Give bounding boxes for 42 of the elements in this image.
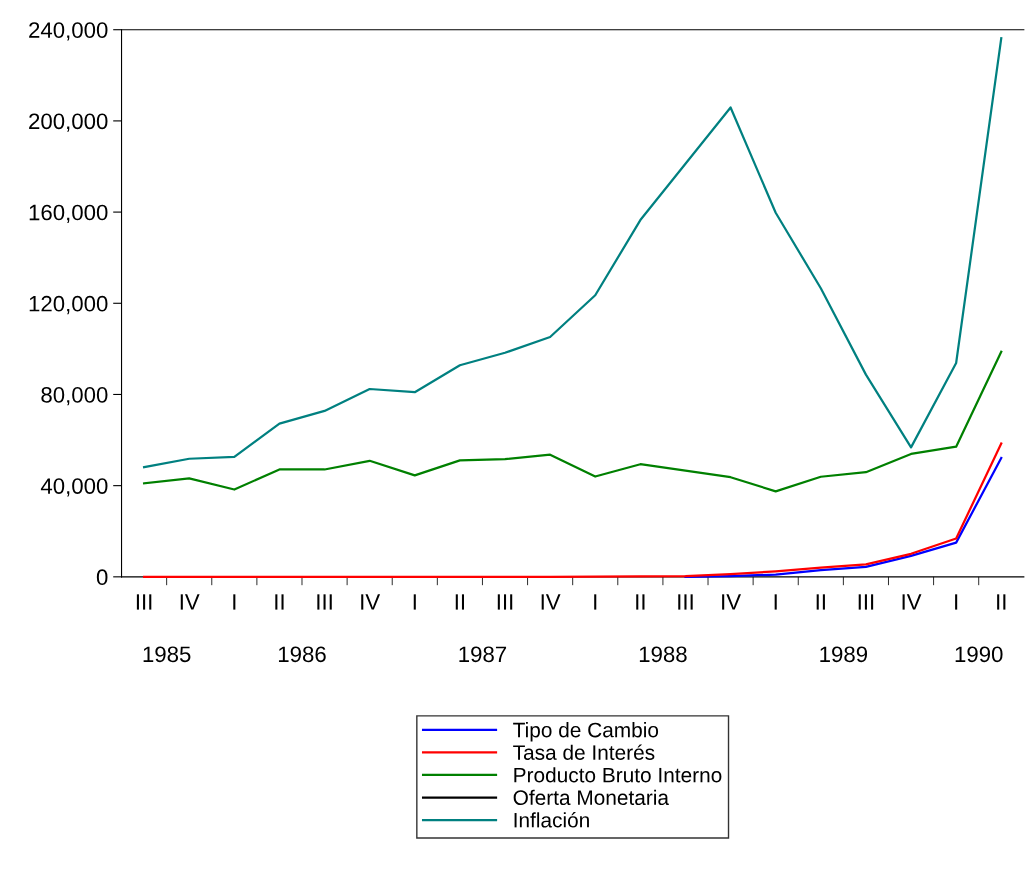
x-tick-label: II (455, 594, 465, 610)
y-tick-label: 200,000 (29, 113, 108, 132)
x-tick-label: III (858, 594, 874, 610)
y-tick-label: 160,000 (29, 204, 108, 223)
legend-label: Producto Bruto Interno (514, 767, 722, 783)
y-tick-label: 40,000 (40, 478, 108, 497)
x-tick-label: III (136, 594, 152, 610)
line-series (142, 350, 1003, 493)
y-tick-label: 80,000 (41, 387, 108, 406)
x-tick-label: I (774, 594, 777, 610)
x-tick-label: II (636, 594, 645, 610)
x-tick-label: IV (361, 594, 381, 610)
x-tick-label: IV (902, 594, 922, 610)
legend-label: Tasa de Interés (513, 744, 655, 760)
y-tick-label: 0 (96, 569, 108, 586)
x-tick-label: II (275, 594, 284, 610)
text: 1987 (459, 646, 507, 663)
legend-label: Oferta Monetaria (513, 789, 669, 806)
x-tick-label: I (233, 594, 236, 610)
x-tick-label: III (497, 594, 513, 610)
x-tick-label: IV (541, 594, 561, 610)
text: 1985 (143, 646, 191, 663)
x-tick-label: II (997, 594, 1006, 610)
legend-label: Inflación (514, 812, 589, 828)
x-tick-label: III (317, 594, 332, 610)
text: 1990 (955, 646, 1003, 663)
x-tick-label: I (594, 594, 597, 610)
text: 1988 (639, 646, 687, 663)
x-tick-label: IV (722, 594, 741, 610)
text: 1989 (820, 646, 868, 663)
x-tick-label: I (955, 594, 958, 610)
x-tick-label: II (816, 594, 825, 610)
line-series (142, 442, 1003, 578)
x-tick-label: I (413, 594, 416, 610)
y-tick-label: 240,000 (29, 22, 108, 41)
x-tick-label: III (678, 594, 693, 610)
text: 1986 (278, 646, 326, 663)
line-series (684, 456, 1003, 578)
legend-label: Tipo de Cambio (513, 722, 659, 742)
line-series (142, 37, 1003, 469)
x-tick-label: IV (180, 594, 200, 610)
y-tick-label: 120,000 (29, 295, 108, 315)
